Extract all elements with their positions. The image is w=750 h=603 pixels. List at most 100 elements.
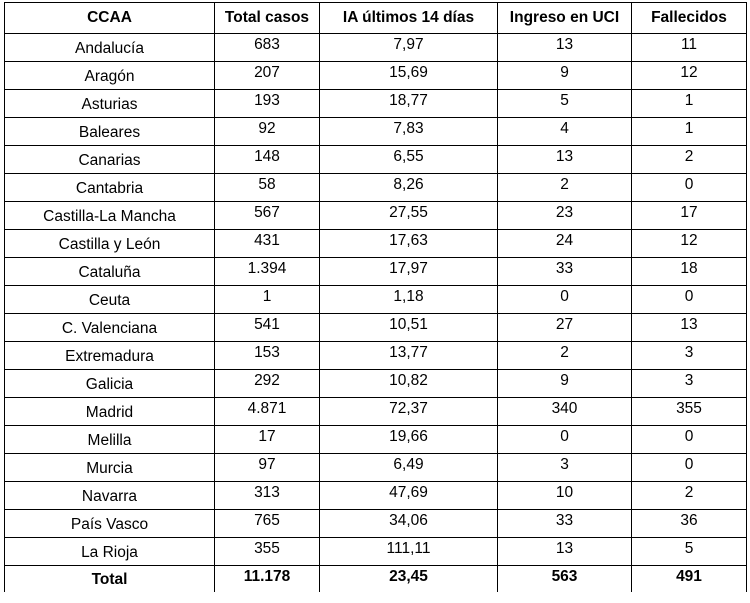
- header-ia-14-dias: IA últimos 14 días: [319, 2, 498, 34]
- cell-ingreso-uci: 33: [497, 257, 632, 286]
- cell-ccaa: Cantabria: [4, 173, 215, 202]
- cell-ccaa: Baleares: [4, 117, 215, 146]
- cell-ia-14-dias: 27,55: [319, 201, 498, 230]
- cell-ingreso-uci: 3: [497, 453, 632, 482]
- cell-total-casos: 292: [214, 369, 320, 398]
- cell-ia-14-dias: 19,66: [319, 425, 498, 454]
- cell-ia-14-dias: 17,97: [319, 257, 498, 286]
- table-row: Asturias 193 18,77 5 1: [4, 89, 747, 118]
- table-row: La Rioja 355 111,11 13 5: [4, 537, 747, 566]
- cell-ingreso-uci: 10: [497, 481, 632, 510]
- cell-ccaa: Madrid: [4, 397, 215, 426]
- cell-fallecidos: 3: [631, 341, 747, 370]
- cell-fallecidos: 0: [631, 425, 747, 454]
- total-total-casos: 11.178: [214, 565, 320, 592]
- cell-ingreso-uci: 2: [497, 341, 632, 370]
- cell-ccaa: Murcia: [4, 453, 215, 482]
- table-row: Canarias 148 6,55 13 2: [4, 145, 747, 174]
- cell-ingreso-uci: 2: [497, 173, 632, 202]
- cell-ia-14-dias: 72,37: [319, 397, 498, 426]
- cell-ccaa: Melilla: [4, 425, 215, 454]
- cell-ia-14-dias: 15,69: [319, 61, 498, 90]
- ccaa-covid-table: CCAA Total casos IA últimos 14 días Ingr…: [4, 2, 747, 592]
- cell-ingreso-uci: 4: [497, 117, 632, 146]
- cell-total-casos: 1: [214, 285, 320, 314]
- cell-ingreso-uci: 23: [497, 201, 632, 230]
- cell-total-casos: 193: [214, 89, 320, 118]
- cell-total-casos: 207: [214, 61, 320, 90]
- header-fallecidos: Fallecidos: [631, 2, 747, 34]
- table-row: Baleares 92 7,83 4 1: [4, 117, 747, 146]
- cell-ia-14-dias: 6,49: [319, 453, 498, 482]
- cell-total-casos: 97: [214, 453, 320, 482]
- cell-ccaa: País Vasco: [4, 509, 215, 538]
- table-row: Cataluña 1.394 17,97 33 18: [4, 257, 747, 286]
- table-row: Madrid 4.871 72,37 340 355: [4, 397, 747, 426]
- cell-fallecidos: 5: [631, 537, 747, 566]
- cell-fallecidos: 3: [631, 369, 747, 398]
- cell-ia-14-dias: 18,77: [319, 89, 498, 118]
- cell-ccaa: Castilla y León: [4, 229, 215, 258]
- cell-ccaa: C. Valenciana: [4, 313, 215, 342]
- table-row: C. Valenciana 541 10,51 27 13: [4, 313, 747, 342]
- cell-ia-14-dias: 111,11: [319, 537, 498, 566]
- cell-ia-14-dias: 6,55: [319, 145, 498, 174]
- total-ia-14-dias: 23,45: [319, 565, 498, 592]
- cell-ingreso-uci: 13: [497, 145, 632, 174]
- cell-fallecidos: 11: [631, 33, 747, 62]
- table-body: Andalucía 683 7,97 13 11 Aragón 207 15,69 9 12 Ast…: [4, 33, 747, 592]
- cell-ingreso-uci: 9: [497, 61, 632, 90]
- table-row: Andalucía 683 7,97 13 11: [4, 33, 747, 62]
- cell-ingreso-uci: 340: [497, 397, 632, 426]
- cell-ia-14-dias: 8,26: [319, 173, 498, 202]
- table-header-row: CCAA Total casos IA últimos 14 días Ingr…: [4, 2, 747, 34]
- table-row: Melilla 17 19,66 0 0: [4, 425, 747, 454]
- total-fallecidos: 491: [631, 565, 747, 592]
- cell-ia-14-dias: 34,06: [319, 509, 498, 538]
- cell-fallecidos: 18: [631, 257, 747, 286]
- cell-ccaa: La Rioja: [4, 537, 215, 566]
- cell-fallecidos: 13: [631, 313, 747, 342]
- cell-total-casos: 567: [214, 201, 320, 230]
- cell-fallecidos: 0: [631, 453, 747, 482]
- cell-ia-14-dias: 7,83: [319, 117, 498, 146]
- cell-ccaa: Navarra: [4, 481, 215, 510]
- cell-ccaa: Canarias: [4, 145, 215, 174]
- cell-ia-14-dias: 7,97: [319, 33, 498, 62]
- cell-fallecidos: 1: [631, 117, 747, 146]
- cell-ingreso-uci: 13: [497, 33, 632, 62]
- cell-fallecidos: 0: [631, 285, 747, 314]
- cell-ingreso-uci: 33: [497, 509, 632, 538]
- cell-fallecidos: 17: [631, 201, 747, 230]
- cell-ingreso-uci: 13: [497, 537, 632, 566]
- cell-total-casos: 153: [214, 341, 320, 370]
- cell-ccaa: Ceuta: [4, 285, 215, 314]
- table-row: Galicia 292 10,82 9 3: [4, 369, 747, 398]
- total-row: Total 11.178 23,45 563 491: [4, 565, 747, 592]
- cell-ia-14-dias: 17,63: [319, 229, 498, 258]
- header-ccaa: CCAA: [4, 2, 215, 34]
- cell-total-casos: 4.871: [214, 397, 320, 426]
- cell-ccaa: Extremadura: [4, 341, 215, 370]
- table-row: Aragón 207 15,69 9 12: [4, 61, 747, 90]
- total-ccaa: Total: [4, 565, 215, 592]
- cell-total-casos: 1.394: [214, 257, 320, 286]
- header-ingreso-uci: Ingreso en UCI: [497, 2, 632, 34]
- cell-fallecidos: 2: [631, 481, 747, 510]
- cell-total-casos: 92: [214, 117, 320, 146]
- cell-total-casos: 17: [214, 425, 320, 454]
- cell-total-casos: 765: [214, 509, 320, 538]
- cell-fallecidos: 2: [631, 145, 747, 174]
- table-row: Castilla-La Mancha 567 27,55 23 17: [4, 201, 747, 230]
- cell-fallecidos: 0: [631, 173, 747, 202]
- cell-total-casos: 431: [214, 229, 320, 258]
- cell-total-casos: 683: [214, 33, 320, 62]
- total-ingreso-uci: 563: [497, 565, 632, 592]
- table-row: País Vasco 765 34,06 33 36: [4, 509, 747, 538]
- header-total-casos: Total casos: [214, 2, 320, 34]
- cell-ingreso-uci: 0: [497, 425, 632, 454]
- table-row: Murcia 97 6,49 3 0: [4, 453, 747, 482]
- cell-total-casos: 58: [214, 173, 320, 202]
- table-row: Cantabria 58 8,26 2 0: [4, 173, 747, 202]
- cell-ingreso-uci: 9: [497, 369, 632, 398]
